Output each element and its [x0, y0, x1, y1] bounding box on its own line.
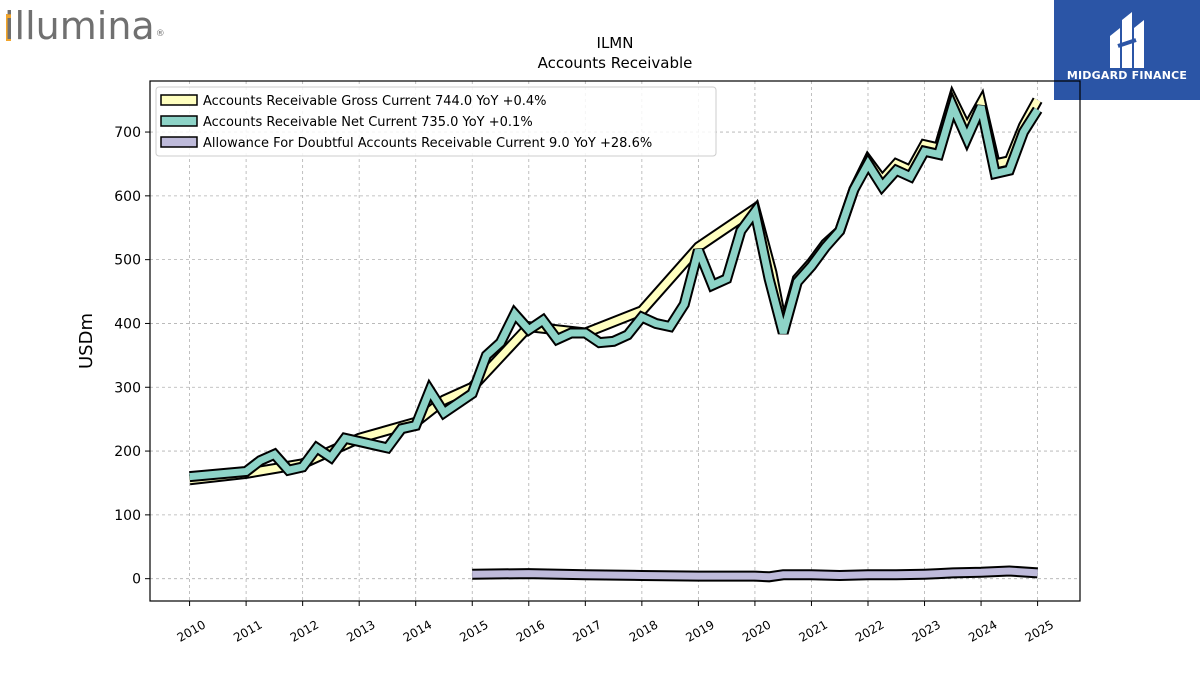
chart-subtitle: Accounts Receivable [538, 54, 693, 72]
x-tick-label: 2025 [1023, 617, 1056, 644]
series-line [472, 567, 1038, 581]
x-tick-label: 2013 [344, 617, 377, 644]
illumina-logo-text: illumina [4, 4, 155, 48]
midgard-logo-text: MIDGARD FINANCE [1066, 69, 1188, 82]
x-tick-label: 2010 [175, 617, 208, 644]
x-tick-label: 2023 [910, 617, 943, 644]
series-outline [188, 84, 1043, 486]
y-axis-label: USDm [76, 313, 97, 369]
chart-title: ILMN [597, 34, 634, 52]
legend-swatch [160, 136, 198, 148]
series-line [189, 96, 1041, 481]
registered-mark-icon: ® [155, 29, 165, 39]
x-tick-label: 2012 [288, 617, 321, 644]
y-tick-label: 600 [114, 189, 141, 205]
legend-swatch [160, 115, 198, 127]
series-layer [188, 84, 1043, 583]
x-tick-label: 2017 [570, 617, 603, 644]
legend-swatch [160, 94, 198, 106]
x-tick-label: 2024 [966, 617, 999, 644]
x-tick-label: 2011 [231, 617, 264, 644]
legend-label: Accounts Receivable Net Current 735.0 Yo… [203, 115, 533, 130]
y-tick-label: 300 [114, 380, 141, 396]
legend-label: Accounts Receivable Gross Current 744.0 … [203, 94, 546, 109]
plot-frame [149, 80, 1081, 602]
x-tick-label: 2019 [683, 617, 716, 644]
y-tick-label: 500 [114, 253, 141, 269]
legend-box [155, 86, 717, 157]
y-tick-label: 700 [114, 125, 141, 141]
x-tick-label: 2022 [853, 617, 886, 644]
illumina-logo: illumina® [4, 2, 165, 50]
x-tick-label: 2015 [457, 617, 490, 644]
y-tick-label: 100 [114, 508, 141, 524]
x-tick-label: 2014 [401, 617, 434, 644]
x-tick-label: 2021 [797, 617, 830, 644]
y-tick-label: 200 [114, 444, 141, 460]
y-tick-label: 0 [132, 572, 141, 588]
illumina-logo-accent [6, 14, 11, 41]
axes: 0 100 200 300 400 500 600 700 2010 2011 2012 2013 20… [114, 80, 1081, 645]
x-tick-label: 2016 [514, 617, 547, 644]
legend: Accounts Receivable Gross Current 744.0 … [155, 86, 717, 157]
x-tick-label: 2018 [627, 617, 660, 644]
midgard-logo-icon [1110, 12, 1144, 68]
y-tick-label: 400 [114, 316, 141, 332]
series-line [189, 90, 1041, 484]
x-tick-label: 2020 [740, 617, 773, 644]
legend-label: Allowance For Doubtful Accounts Receivab… [203, 136, 652, 151]
